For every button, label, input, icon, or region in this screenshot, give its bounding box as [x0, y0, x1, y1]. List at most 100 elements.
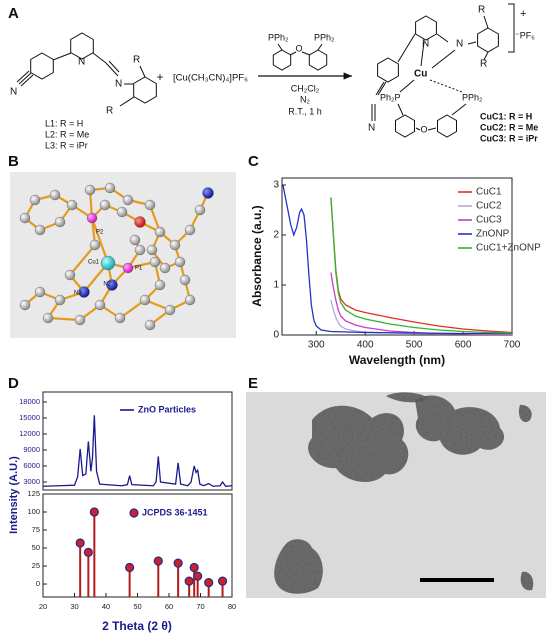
crystal-atom	[144, 319, 156, 331]
bond	[20, 74, 34, 87]
chart: 0 25 50 75 100 125 20 30 40 50 60 70 80 2 Theta (2 θ)…	[27, 489, 236, 633]
x-tick-label: 80	[228, 602, 236, 611]
stem-head	[189, 562, 199, 573]
bond	[289, 51, 297, 56]
bond	[420, 41, 425, 67]
crystal-atom	[159, 262, 171, 274]
y-tick-label: 3000	[23, 477, 40, 486]
stem-head	[89, 507, 99, 517]
crystal-atom	[122, 262, 134, 274]
y-tick-label: 18000	[19, 397, 40, 406]
x-tick-label: 50	[133, 602, 141, 611]
x-axis-label: 2 Theta (2 θ)	[102, 619, 172, 633]
crystal-atom	[106, 279, 118, 291]
crystal-atom	[66, 199, 78, 211]
charge: +	[520, 8, 526, 20]
crystal-atom	[89, 239, 101, 251]
crystal-atom	[146, 244, 158, 256]
y-tick-label: 9000	[23, 445, 40, 454]
particle-texture	[415, 395, 505, 455]
y-tick-label: 25	[32, 561, 40, 570]
atom-label: O	[295, 43, 302, 53]
bond	[399, 79, 415, 93]
bond	[52, 52, 72, 61]
particle-texture	[386, 392, 428, 403]
crystal-atom	[184, 294, 196, 306]
ring	[308, 49, 328, 71]
atom-label: N	[78, 57, 85, 68]
y-tick-label: 12000	[19, 429, 40, 438]
x-tick-label: 40	[102, 602, 110, 611]
panel-label: C	[248, 153, 259, 170]
legend-label: CuC2	[476, 201, 502, 212]
crystal-atom	[64, 269, 76, 281]
ring	[70, 32, 94, 60]
x-tick-label: 60	[165, 602, 173, 611]
atom-label: P2	[96, 230, 104, 236]
bond	[139, 65, 146, 78]
legend-label: JCPDS 36-1451	[142, 507, 208, 517]
y-tick-label: 0	[273, 330, 279, 341]
plot-frame	[42, 391, 233, 491]
crystal-atom	[54, 294, 66, 306]
bond	[377, 81, 387, 96]
atom-label: Cu	[414, 69, 427, 80]
atom-label: Ph₂P	[380, 92, 401, 102]
ring	[395, 114, 415, 138]
bond	[16, 70, 30, 83]
y-axis-label: Intensity (A.U.)	[8, 456, 20, 534]
crystal-atom	[134, 216, 146, 228]
compound-label: CuC1: R = H	[480, 111, 532, 121]
x-axis-label: Wavelength (nm)	[349, 353, 445, 367]
atom-label: N	[422, 39, 429, 50]
crystal-atom	[29, 194, 41, 206]
bond	[301, 51, 311, 56]
series-line	[282, 184, 512, 335]
y-tick-label: 15000	[19, 413, 40, 422]
x-tick-label: 500	[406, 340, 423, 351]
plus: +	[156, 70, 163, 84]
crystal-atom	[104, 182, 116, 194]
panel-label: B	[8, 153, 19, 170]
bond	[317, 43, 323, 51]
bond	[467, 41, 477, 45]
stem-head	[193, 571, 203, 581]
crystal-atom	[134, 244, 146, 256]
series-line	[330, 197, 512, 334]
crystal-atom	[19, 299, 31, 311]
crystal-atom	[184, 224, 196, 236]
atom-label: N	[10, 87, 17, 98]
x-tick-label: 70	[196, 602, 204, 611]
bond	[108, 60, 120, 73]
stem-head	[184, 576, 194, 586]
legend-marker	[129, 508, 139, 518]
crystal-atom	[194, 204, 206, 216]
atom-label: P1	[135, 266, 143, 272]
crystal-atom	[42, 312, 54, 324]
y-axis-label: Absorbance (a.u.)	[250, 205, 264, 306]
bond	[431, 49, 456, 69]
atom-label: O	[420, 124, 427, 134]
bond	[375, 81, 385, 96]
atom-label: R	[133, 55, 140, 66]
bond	[483, 51, 489, 61]
chart: 0 1 2 3 300 400 500 600 700 Absorbance (a.u.) Wave…	[250, 177, 541, 367]
compound-label: L3: R = iPr	[45, 140, 88, 150]
atom-label: PPh₂	[314, 32, 335, 42]
y-tick-label: 2	[273, 230, 279, 241]
plot-frame	[281, 177, 513, 336]
atom-label: R	[478, 5, 485, 16]
crystal-atom	[154, 226, 166, 238]
crystal-atom	[99, 199, 111, 211]
bond	[415, 127, 421, 131]
atom-label: PPh₂	[268, 32, 289, 42]
x-tick-label: 400	[357, 340, 374, 351]
x-tick-label: 30	[70, 602, 78, 611]
bond	[436, 33, 449, 43]
crystal-atom	[202, 187, 214, 199]
stem-head	[153, 556, 163, 566]
scale-bar	[420, 578, 494, 582]
stem-head	[125, 562, 135, 573]
legend-label: CuC1	[476, 187, 502, 198]
particle-texture	[520, 571, 534, 591]
